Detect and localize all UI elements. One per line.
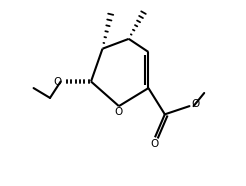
Text: O: O xyxy=(53,76,62,86)
Text: O: O xyxy=(151,139,159,149)
Text: O: O xyxy=(191,100,199,110)
Text: O: O xyxy=(115,107,123,117)
